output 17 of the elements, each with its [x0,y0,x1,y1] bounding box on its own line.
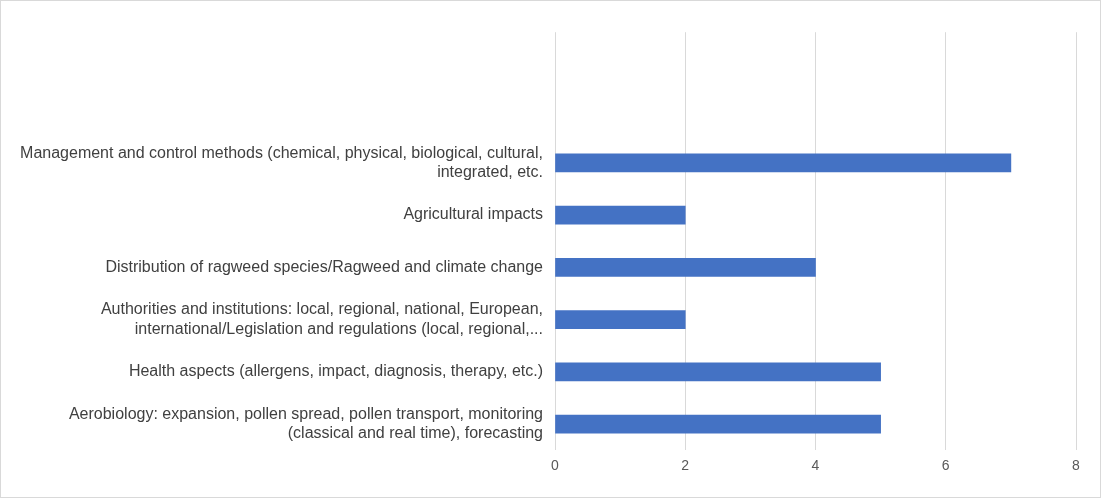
y-tick-label: Distribution of ragweed species/Ragweed and climate change [105,257,544,275]
bar [555,153,1012,173]
y-tick-label: Health aspects (allergens, impact, diagnosis, therapy, etc.) [128,362,543,380]
x-tick-label: 8 [1072,457,1081,474]
bar [555,362,881,382]
x-tick-label: 0 [551,457,560,474]
bar [555,205,686,225]
x-tick-label: 2 [681,457,690,474]
x-tick-label: 6 [941,457,950,474]
x-tick-label: 4 [811,457,820,474]
bar [555,258,816,277]
y-tick-label: Authorities and institutions: local, regional, national, European, international/Legislation and regulations (local, regional,... [100,300,543,337]
bar [555,310,686,329]
y-tick-label: Aerobiology: expansion, pollen spread, pollen transport, monitoring (classical and real time), forecasting [68,404,543,442]
y-tick-label: Agricultural impacts [403,205,543,223]
y-tick-label: Management and control methods (chemical, physical, biological, cultural, integrated, etc. [20,143,543,180]
bar [555,414,881,434]
